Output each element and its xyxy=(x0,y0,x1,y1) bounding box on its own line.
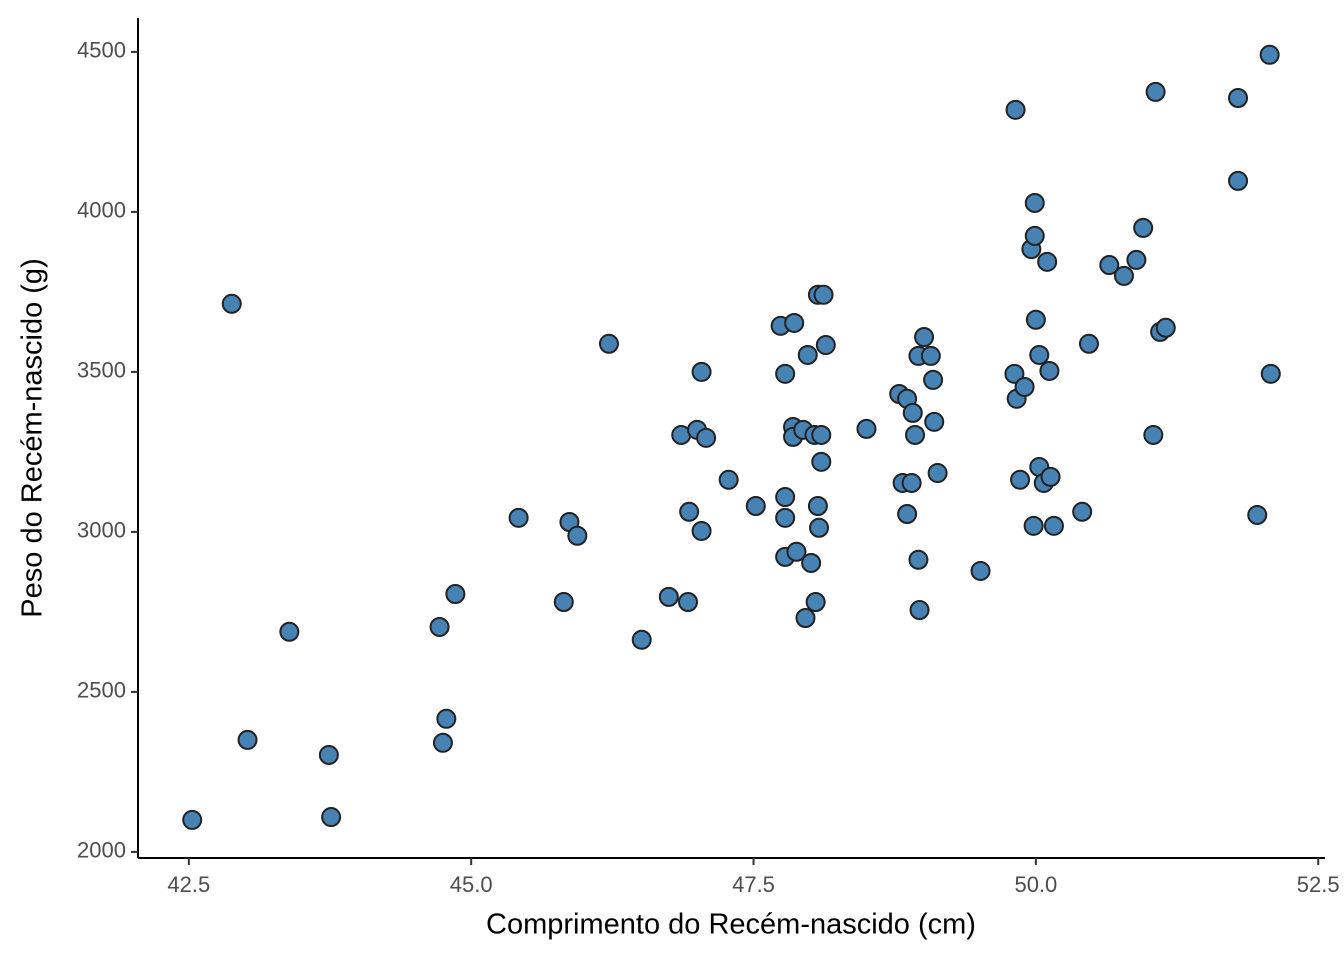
x-tick-label: 52.5 xyxy=(1297,872,1340,897)
point xyxy=(1037,251,1058,272)
point xyxy=(631,629,652,650)
point xyxy=(807,496,828,516)
point xyxy=(1126,249,1147,270)
point xyxy=(970,560,991,581)
point xyxy=(1143,424,1164,445)
point xyxy=(905,424,926,445)
point xyxy=(786,541,807,562)
x-axis-title: Comprimento do Recém-nascido (cm) xyxy=(486,909,976,941)
point xyxy=(1029,344,1050,365)
point xyxy=(429,616,450,637)
y-tick-label: 4000 xyxy=(77,198,126,223)
x-tick-label: 47.5 xyxy=(732,872,775,897)
point xyxy=(1155,317,1176,338)
point xyxy=(678,592,699,612)
point xyxy=(696,427,717,448)
point xyxy=(1010,469,1031,490)
point xyxy=(920,345,941,366)
point xyxy=(923,369,944,390)
point xyxy=(775,507,796,528)
point xyxy=(718,469,739,490)
point xyxy=(811,424,832,445)
point xyxy=(1259,44,1280,65)
point xyxy=(805,592,826,612)
point xyxy=(1043,515,1064,536)
point xyxy=(909,600,930,620)
point xyxy=(508,507,529,528)
point xyxy=(809,517,830,538)
point xyxy=(901,472,922,493)
point xyxy=(784,312,805,333)
x-tick-label: 50.0 xyxy=(1014,872,1057,897)
point xyxy=(1078,333,1099,354)
point xyxy=(691,520,712,541)
point xyxy=(1099,255,1120,276)
point xyxy=(321,807,342,828)
point xyxy=(927,463,948,484)
point xyxy=(1025,309,1046,330)
point xyxy=(1247,504,1268,525)
point xyxy=(237,729,258,750)
point xyxy=(1024,192,1045,213)
y-tick-label: 2500 xyxy=(77,678,126,703)
point xyxy=(897,504,918,524)
point xyxy=(221,293,242,314)
point xyxy=(318,744,339,765)
x-tick-label: 42.5 xyxy=(167,872,210,897)
point xyxy=(691,361,712,382)
point xyxy=(598,333,619,354)
point xyxy=(1113,265,1134,286)
point xyxy=(908,549,929,570)
point xyxy=(797,344,818,365)
point xyxy=(1014,376,1035,397)
point xyxy=(1228,88,1249,108)
point xyxy=(445,584,466,604)
point xyxy=(436,708,457,729)
point xyxy=(775,487,796,508)
point xyxy=(914,327,935,348)
point xyxy=(1145,81,1166,102)
point xyxy=(775,363,796,384)
point xyxy=(813,284,834,305)
y-tick-label: 4500 xyxy=(77,38,126,63)
point xyxy=(902,402,923,423)
point xyxy=(811,451,832,472)
point xyxy=(679,501,700,522)
point xyxy=(1024,225,1045,246)
point xyxy=(1023,515,1044,536)
point xyxy=(1039,360,1060,381)
point xyxy=(658,586,679,607)
y-tick-label: 2000 xyxy=(77,838,126,863)
point xyxy=(815,335,836,356)
point xyxy=(924,411,945,432)
point xyxy=(432,732,453,753)
point xyxy=(1228,170,1249,191)
point xyxy=(745,496,766,516)
point xyxy=(1004,363,1025,384)
point xyxy=(1133,217,1154,238)
point xyxy=(279,621,300,642)
point xyxy=(1260,363,1281,384)
y-tick-label: 3500 xyxy=(77,358,126,383)
y-tick-label: 3000 xyxy=(77,518,126,543)
point xyxy=(1072,501,1093,522)
point xyxy=(553,592,574,612)
point xyxy=(1040,466,1061,487)
y-axis-title: Peso do Recém-nascido (g) xyxy=(17,258,49,617)
point xyxy=(795,608,816,628)
point xyxy=(1005,99,1026,120)
point xyxy=(182,809,203,830)
point xyxy=(567,525,588,546)
x-tick-label: 45.0 xyxy=(450,872,493,897)
point xyxy=(856,418,877,439)
point xyxy=(801,552,822,573)
